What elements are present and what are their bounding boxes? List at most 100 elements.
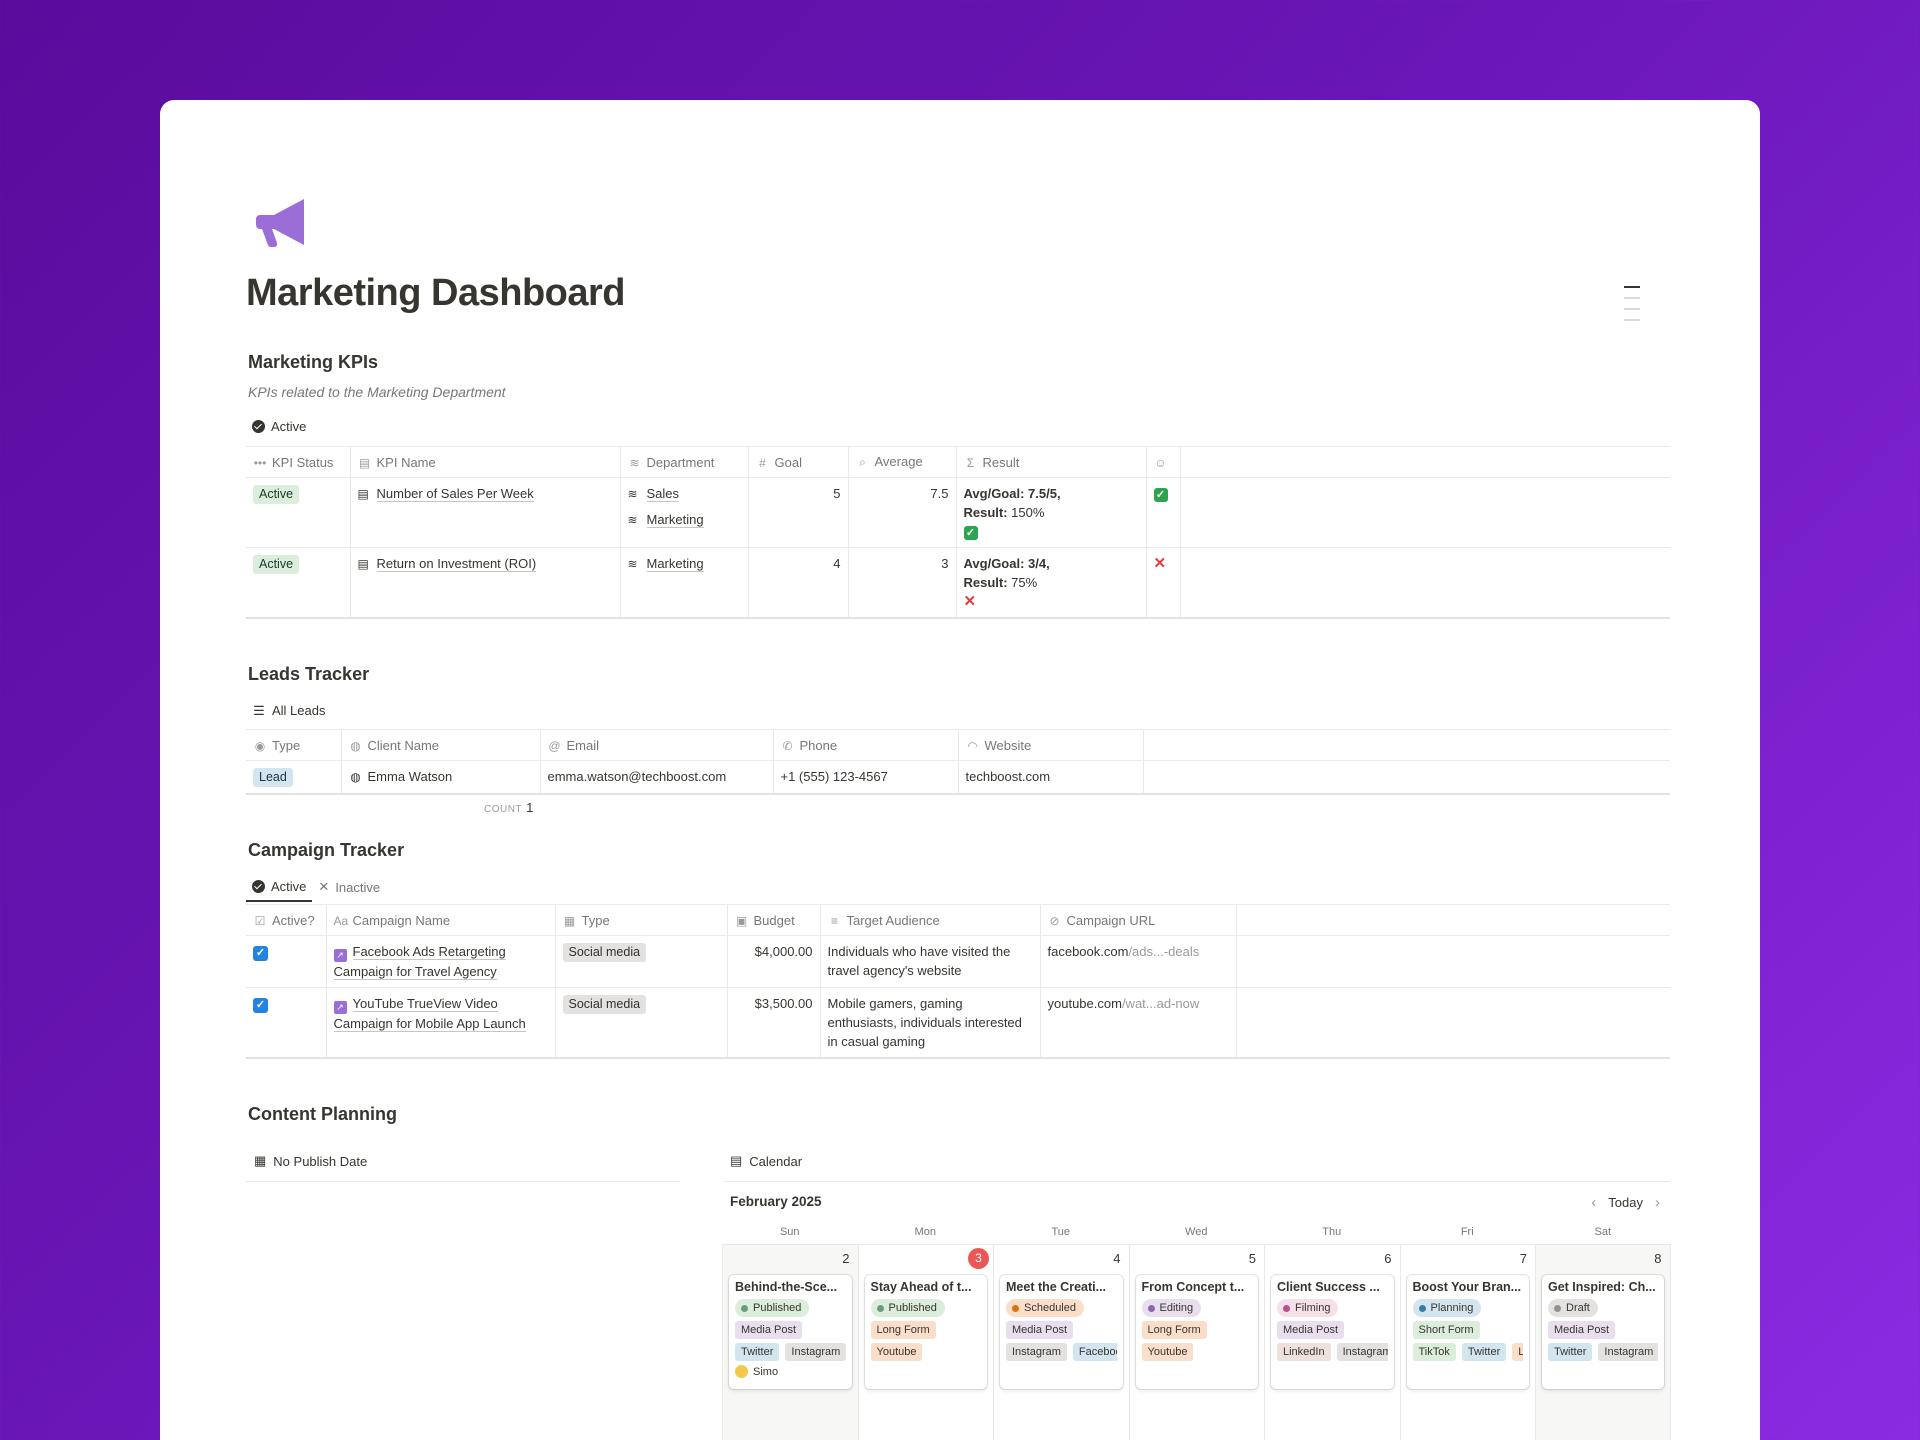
campaign-name-link[interactable]: Facebook Ads Retargeting Campaign for Tr…: [333, 944, 506, 980]
close-icon: ✕: [318, 879, 330, 894]
campaign-url[interactable]: facebook.com/ads...-deals: [1040, 935, 1237, 988]
column-header[interactable]: Aa Campaign Name: [326, 904, 556, 936]
kpi-name-link[interactable]: Number of Sales Per Week: [376, 486, 534, 502]
calendar-event-card[interactable]: Stay Ahead of t... Published Long Form Y…: [864, 1275, 987, 1389]
email-value[interactable]: emma.watson@techboost.com: [540, 760, 774, 795]
column-header[interactable]: ••• KPI Status: [246, 446, 351, 478]
table-header: ☑ Active? Aa Campaign Name ▦ Type ▣ Budget ≡…: [246, 904, 1670, 936]
table-row[interactable]: Lead ◍ Emma Watson emma.watson@techboost.…: [246, 760, 1670, 795]
platform-tag: Li: [1512, 1343, 1523, 1361]
calendar-day[interactable]: 4 Meet the Creati... Scheduled Media Pos…: [993, 1244, 1129, 1440]
column-header[interactable]: ☺: [1146, 446, 1181, 478]
status-badge: Published: [735, 1299, 810, 1317]
table-row[interactable]: Active ▤ Return on Investment (ROI) ≋ Mark…: [246, 547, 1670, 619]
person-icon: ◍: [350, 738, 361, 753]
active-checkbox[interactable]: ✓: [253, 998, 268, 1013]
department-link[interactable]: Marketing: [646, 556, 704, 572]
column-header[interactable]: Σ Result: [956, 446, 1147, 478]
column-header[interactable]: ⊘ Campaign URL: [1040, 904, 1237, 936]
column-header[interactable]: ▤ KPI Name: [350, 446, 621, 478]
format-tag: Media Post: [1006, 1321, 1074, 1339]
checkbox-icon: ☑: [254, 913, 266, 928]
tab-inactive[interactable]: ✕ Inactive: [318, 879, 381, 895]
platform-tag: Instagram: [1598, 1343, 1658, 1361]
column-header[interactable]: # Goal: [748, 446, 849, 478]
dots-icon: •••: [253, 455, 267, 470]
kpi-name-link[interactable]: Return on Investment (ROI): [376, 556, 537, 572]
column-header[interactable]: ≋ Department: [620, 446, 749, 478]
kpis-view-tab[interactable]: Active: [252, 419, 306, 434]
check-icon: ✓: [963, 526, 978, 540]
column-header[interactable]: ◠ Website: [958, 729, 1144, 761]
calendar-event-card[interactable]: Client Success ... Filming Media Post Li…: [1271, 1275, 1394, 1389]
page-title: Marketing Dashboard: [246, 272, 626, 314]
calendar-day[interactable]: 8 Get Inspired: Ch... Draft Media Post T…: [1535, 1244, 1671, 1440]
empty-column: [1236, 904, 1670, 936]
table-of-contents[interactable]: [1624, 286, 1640, 330]
campaign-name-link[interactable]: YouTube TrueView Video Campaign for Mobi…: [333, 996, 526, 1032]
calendar-day[interactable]: 6 Client Success ... Filming Media Post …: [1264, 1244, 1400, 1440]
calendar-view-tab[interactable]: ▤ Calendar: [730, 1153, 803, 1169]
calendar-day[interactable]: 5 From Concept t... Editing Long Form Yo…: [1128, 1244, 1264, 1440]
weekday-label: Fri: [1460, 1226, 1474, 1238]
table-row[interactable]: ✓ ↗ YouTube TrueView Video Campaign for M…: [246, 987, 1670, 1059]
calendar-event-card[interactable]: From Concept t... Editing Long Form Yout…: [1135, 1275, 1258, 1389]
format-tag: Long Form: [870, 1321, 936, 1339]
website-value[interactable]: techboost.com: [958, 760, 1144, 795]
status-badge: Active: [253, 555, 300, 574]
person-icon: ◍: [350, 770, 361, 784]
calendar-event-card[interactable]: Boost Your Bran... Planning Short Form T…: [1406, 1275, 1529, 1389]
result-cell: Avg/Goal: 7.5/5, Result: 150% ✓: [956, 477, 1147, 548]
check-circle-icon: [252, 879, 265, 893]
arrow-up-right-icon: ↗: [333, 949, 347, 962]
day-number: 7: [1519, 1251, 1527, 1266]
text-icon: Aa: [333, 913, 349, 928]
goal-value: 5: [748, 477, 849, 548]
calendar-icon: ▤: [730, 1153, 743, 1168]
no-publish-date-view[interactable]: ▦ No Publish Date: [254, 1153, 368, 1169]
today-button[interactable]: Today: [1608, 1195, 1643, 1210]
calendar-event-card[interactable]: Meet the Creati... Scheduled Media Post …: [1000, 1275, 1123, 1389]
table-row[interactable]: Active ▤ Number of Sales Per Week ≋ Sales …: [246, 477, 1670, 548]
column-header[interactable]: ✆ Phone: [773, 729, 959, 761]
kpis-description: KPIs related to the Marketing Department: [248, 384, 506, 400]
assignee: Simo: [735, 1365, 846, 1378]
format-tag: Media Post: [735, 1321, 803, 1339]
at-icon: @: [548, 738, 561, 753]
phone-value[interactable]: +1 (555) 123-4567: [773, 760, 959, 795]
column-header[interactable]: ▦ Type: [555, 904, 728, 936]
column-header[interactable]: ≡ Target Audience: [820, 904, 1041, 936]
count-summary[interactable]: COUNT 1: [484, 800, 534, 815]
tab-active[interactable]: Active: [246, 872, 313, 902]
chevron-left-icon[interactable]: ‹: [1591, 1194, 1597, 1211]
campaign-url[interactable]: youtube.com/wat...ad-now: [1040, 987, 1237, 1059]
chevron-right-icon[interactable]: ›: [1655, 1194, 1660, 1211]
leads-view-tab[interactable]: ☰ All Leads: [252, 703, 326, 719]
column-header[interactable]: ◍ Client Name: [341, 729, 541, 761]
check-icon: ✓: [1153, 488, 1168, 502]
phone-icon: ✆: [782, 738, 793, 753]
cross-icon: ✕: [963, 593, 977, 610]
status-badge: Published: [870, 1299, 945, 1317]
column-header[interactable]: ◉ Type: [246, 729, 342, 761]
column-header[interactable]: ▣ Budget: [727, 904, 821, 936]
department-link[interactable]: Marketing: [646, 512, 704, 528]
calendar-event-card[interactable]: Get Inspired: Ch... Draft Media Post Twi…: [1542, 1275, 1664, 1389]
calendar-event-card[interactable]: Behind-the-Sce... Published Media Post T…: [729, 1275, 852, 1389]
megaphone-icon[interactable]: [254, 195, 312, 253]
leads-heading: Leads Tracker: [248, 664, 370, 684]
calendar-day[interactable]: 2 Behind-the-Sce... Published Media Post…: [722, 1244, 858, 1440]
active-checkbox[interactable]: ✓: [253, 946, 268, 961]
column-header[interactable]: @ Email: [540, 729, 774, 761]
department-link[interactable]: Sales: [646, 486, 680, 502]
column-header[interactable]: ⌕ Average: [848, 446, 957, 478]
table-row[interactable]: ✓ ↗ Facebook Ads Retargeting Campaign for…: [246, 935, 1670, 988]
column-header[interactable]: ☑ Active?: [246, 904, 327, 936]
calendar-day[interactable]: 3 Stay Ahead of t... Published Long Form…: [857, 1244, 993, 1440]
campaigns-heading: Campaign Tracker: [248, 840, 405, 860]
calendar-grid: Sun Mon Tue Wed Thu Fri Sat 2 Behind-the…: [722, 1220, 1671, 1440]
goal-value: 4: [748, 547, 849, 619]
leads-view-label: All Leads: [272, 703, 326, 718]
empty-column: [1180, 446, 1670, 478]
calendar-day[interactable]: 7 Boost Your Bran... Planning Short Form…: [1399, 1244, 1535, 1440]
